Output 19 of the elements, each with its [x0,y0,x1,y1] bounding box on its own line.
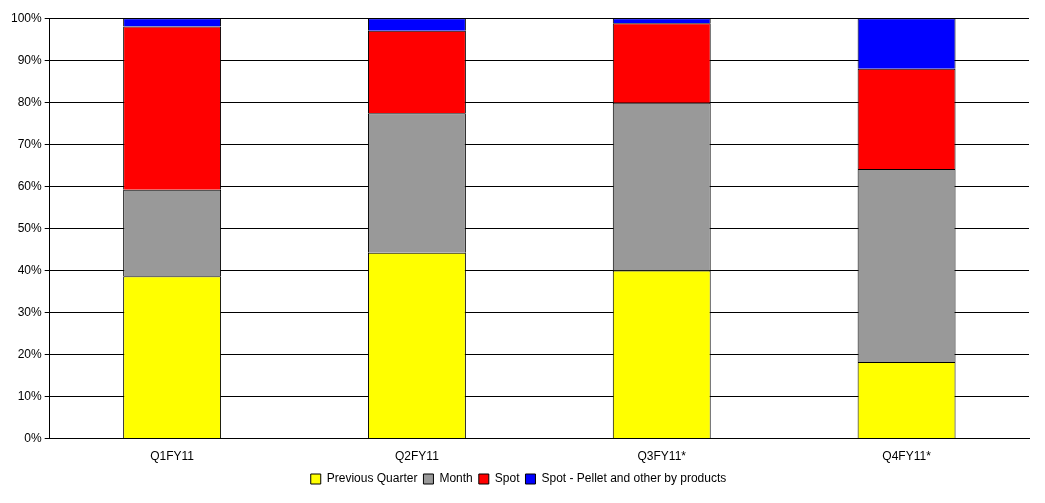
y-tick-label: 60% [17,178,43,193]
y-tick-label: 90% [17,52,43,67]
y-tick-label: 10% [17,388,43,403]
y-tick-label: 80% [17,94,43,109]
x-tick-label: Q3FY11* [637,449,687,464]
y-tick-label: 100% [10,10,43,25]
y-tick-label: 20% [17,346,43,361]
legend-label: Spot - Pellet and other by products [541,471,727,486]
legend-label: Month [439,471,473,486]
y-tick-label: 30% [17,304,43,319]
y-tick-label: 40% [17,262,43,277]
legend-label: Previous Quarter [326,471,418,486]
y-tick-label: 0% [24,430,43,445]
x-tick-label: Q4FY11* [882,449,932,464]
legend-label: Spot [494,471,521,486]
y-tick-label: 50% [17,220,43,235]
x-tick-label: Q1FY11 [150,449,195,464]
x-tick-label: Q2FY11 [395,449,440,464]
y-tick-label: 70% [17,136,43,151]
